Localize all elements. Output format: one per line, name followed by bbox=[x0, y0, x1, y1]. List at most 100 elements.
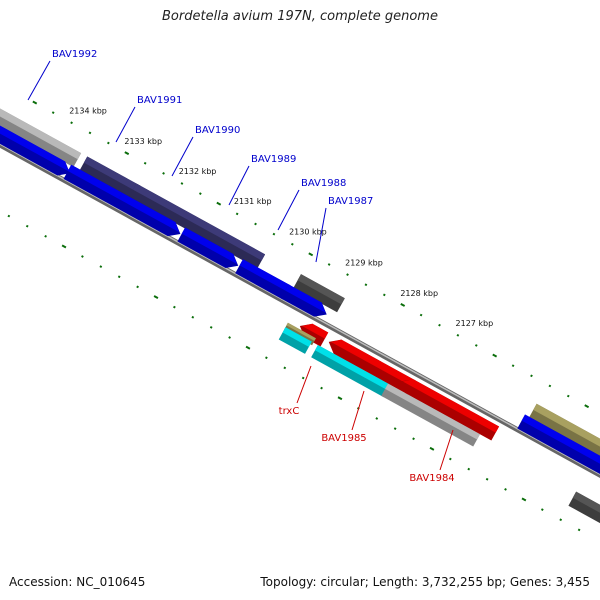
gene-label: trxC bbox=[279, 406, 300, 417]
feature-cds-forward bbox=[114, 192, 181, 237]
inner-tick bbox=[228, 336, 231, 339]
inner-tick bbox=[153, 295, 159, 299]
feature-body bbox=[181, 227, 237, 264]
feature-body bbox=[0, 125, 69, 172]
label-leader-line bbox=[171, 136, 194, 177]
feature-body bbox=[282, 327, 312, 347]
inner-tick bbox=[209, 326, 213, 329]
inner-tick bbox=[320, 386, 323, 390]
outer-tick bbox=[400, 303, 406, 307]
inner-tick bbox=[429, 446, 435, 451]
feature-body bbox=[297, 274, 345, 305]
label-layer: 2134 kbp 2133 kbp 2132 kbp 2131 kbp 2130 kbp… bbox=[27, 49, 493, 484]
outer-tick bbox=[438, 323, 441, 327]
inner-tick bbox=[265, 356, 268, 360]
feature-track bbox=[0, 108, 600, 524]
feature-body bbox=[83, 156, 141, 193]
feature-body bbox=[330, 339, 416, 387]
feature-body bbox=[0, 108, 82, 160]
feature-body bbox=[118, 192, 180, 233]
label-leader-line bbox=[296, 365, 312, 404]
inner-tick bbox=[44, 234, 47, 238]
inner-tick bbox=[7, 214, 11, 218]
inner-tick bbox=[540, 508, 544, 511]
outer-tick bbox=[548, 384, 552, 388]
outer-tick bbox=[51, 111, 55, 114]
feature-blast-grey-light bbox=[0, 108, 82, 168]
gene-label: BAV1990 bbox=[195, 125, 240, 136]
feature-body bbox=[302, 323, 329, 339]
outer-tick bbox=[272, 232, 276, 236]
inner-tick bbox=[173, 305, 176, 309]
ruler-label: 2130 kbp bbox=[289, 228, 327, 237]
inner-tick bbox=[99, 265, 103, 269]
gene-label: BAV1984 bbox=[409, 473, 454, 484]
outer-tick bbox=[290, 242, 294, 246]
feature-body bbox=[385, 383, 480, 440]
outer-tick bbox=[584, 404, 590, 409]
map-title: Bordetella avium 197N, complete genome bbox=[162, 9, 438, 24]
feature-blast-grey-dark bbox=[293, 274, 345, 313]
feature-blast-grey-light bbox=[381, 383, 480, 447]
inner-tick bbox=[393, 427, 397, 430]
feature-body bbox=[315, 345, 391, 391]
inner-tick bbox=[191, 315, 195, 319]
outer-tick bbox=[456, 333, 460, 337]
feature-cds-forward bbox=[280, 284, 327, 317]
outer-tick bbox=[327, 263, 331, 266]
feature-body bbox=[285, 284, 326, 313]
outer-tick bbox=[492, 353, 498, 358]
feature-shadow bbox=[400, 379, 500, 441]
ruler-label: 2132 kbp bbox=[179, 167, 217, 176]
gene-label: BAV1988 bbox=[301, 178, 346, 189]
inner-tick bbox=[136, 285, 139, 289]
outer-tick bbox=[235, 212, 239, 216]
inner-tick bbox=[448, 457, 452, 461]
backbone-line bbox=[0, 142, 600, 478]
outer-tick bbox=[419, 313, 423, 317]
inner-tick bbox=[559, 518, 563, 522]
outer-tick bbox=[308, 252, 314, 257]
feature-cds-forward bbox=[177, 227, 239, 268]
ruler-label: 2129 kbp bbox=[345, 258, 383, 267]
feature-body bbox=[402, 379, 500, 433]
accession-text: Accession: NC_010645 bbox=[9, 575, 146, 589]
outer-tick bbox=[70, 121, 73, 125]
feature-blast-purple bbox=[128, 183, 266, 269]
outer-tick bbox=[143, 161, 147, 165]
inner-tick bbox=[504, 487, 507, 491]
label-leader-line bbox=[351, 390, 365, 431]
feature-blast-purple bbox=[79, 156, 141, 200]
inner-tick bbox=[412, 437, 415, 441]
label-leader-line bbox=[315, 207, 327, 263]
feature-body bbox=[521, 414, 600, 464]
feature-cds-forward bbox=[0, 125, 71, 176]
gene-label: BAV1985 bbox=[321, 433, 366, 444]
label-leader-line bbox=[228, 165, 250, 206]
feature-cds-forward bbox=[235, 259, 296, 300]
feature-shadow bbox=[328, 339, 416, 395]
outer-tick bbox=[32, 100, 38, 105]
label-leader-line bbox=[27, 60, 51, 101]
backbone-highlight bbox=[0, 143, 600, 475]
ruler-label: 2128 kbp bbox=[400, 289, 438, 298]
outer-tick bbox=[88, 131, 92, 135]
inner-tick bbox=[577, 528, 581, 532]
outer-tick bbox=[198, 192, 202, 195]
feature-trna-cyan bbox=[278, 327, 312, 354]
inner-tick bbox=[301, 376, 305, 380]
inner-tick bbox=[485, 477, 489, 481]
outer-tick bbox=[124, 151, 130, 156]
inner-tick bbox=[375, 417, 379, 420]
feature-blast-grey-dark bbox=[568, 491, 600, 524]
ruler-label: 2133 kbp bbox=[124, 137, 162, 146]
feature-body bbox=[533, 403, 600, 447]
tick-track bbox=[7, 100, 590, 532]
inner-tick bbox=[117, 275, 121, 279]
backbone bbox=[0, 142, 600, 478]
outer-tick bbox=[254, 222, 257, 226]
outer-tick bbox=[180, 182, 184, 185]
outer-tick bbox=[216, 201, 222, 206]
feature-body bbox=[286, 322, 316, 341]
